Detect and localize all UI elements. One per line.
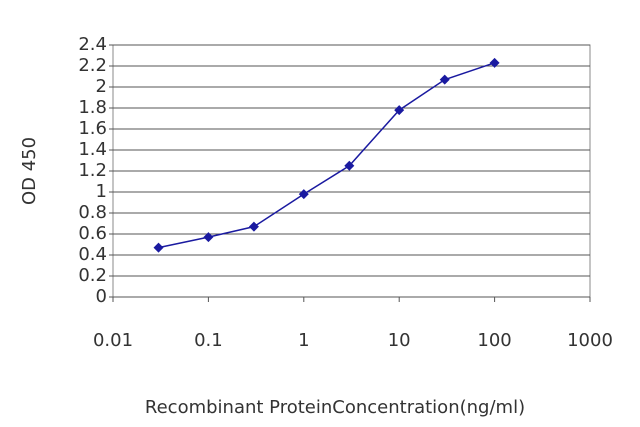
data-point [248,221,259,232]
y-tick-label: 0.8 [78,202,107,223]
data-point [439,74,450,85]
y-tick-label: 1.8 [78,97,107,118]
y-tick-label: 2 [96,76,107,97]
y-tick-label: 1.2 [78,160,107,181]
y-tick-label: 0.2 [78,265,107,286]
y-tick-label: 2.4 [78,34,107,55]
data-point [298,189,309,200]
y-tick-label: 1 [96,181,107,202]
data-line [158,62,495,249]
y-tick-label: 0.6 [78,223,107,244]
data-point [153,242,164,253]
x-tick-label: 10 [388,330,411,351]
y-tick-label: 1.6 [78,118,107,139]
data-point [344,160,355,171]
x-tick-label: 0.1 [194,330,223,351]
x-axis-label: Recombinant ProteinConcentration(ng/ml) [145,397,525,418]
x-tick-label: 1000 [567,330,613,351]
y-tick-label: 2.2 [78,55,107,76]
data-point [489,57,500,68]
x-tick-label: 1 [298,330,309,351]
y-tick-label: 0.4 [78,244,107,265]
data-point [394,105,405,116]
y-tick-label: 1.4 [78,139,107,160]
y-tick-label: 0 [96,286,107,307]
data-point [203,232,214,243]
x-tick-label: 0.01 [93,330,133,351]
x-tick-label: 100 [477,330,511,351]
y-axis-label: OD 450 [19,137,40,205]
